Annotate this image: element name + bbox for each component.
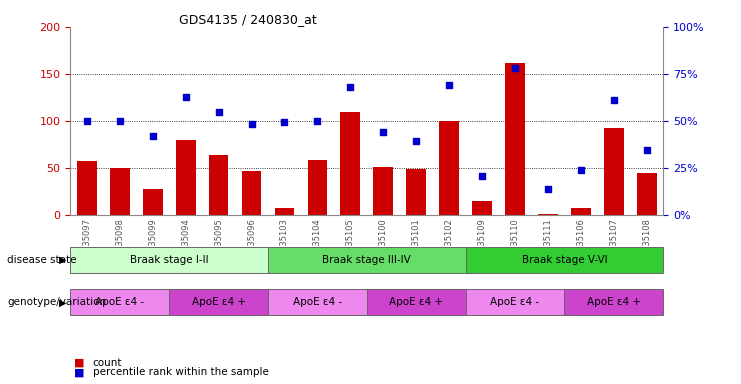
Point xyxy=(575,167,587,173)
Bar xyxy=(275,207,294,215)
Bar xyxy=(571,209,591,215)
Point xyxy=(377,129,389,135)
Title: GDS4135 / 240830_at: GDS4135 / 240830_at xyxy=(179,13,317,26)
Text: ApoE ε4 +: ApoE ε4 + xyxy=(389,297,443,308)
Bar xyxy=(340,112,360,215)
FancyBboxPatch shape xyxy=(268,247,465,273)
Point xyxy=(509,65,521,71)
Text: ▶: ▶ xyxy=(59,255,67,265)
FancyBboxPatch shape xyxy=(70,290,169,315)
FancyBboxPatch shape xyxy=(367,290,465,315)
Bar xyxy=(472,201,492,215)
Point xyxy=(476,174,488,180)
Point xyxy=(279,119,290,125)
Point xyxy=(81,118,93,124)
Text: ■: ■ xyxy=(74,358,84,368)
Text: ApoE ε4 -: ApoE ε4 - xyxy=(491,297,539,308)
FancyBboxPatch shape xyxy=(70,247,268,273)
Point xyxy=(213,109,225,115)
Point xyxy=(245,121,257,127)
Text: ▶: ▶ xyxy=(59,297,67,308)
Text: Braak stage I-II: Braak stage I-II xyxy=(130,255,208,265)
Bar xyxy=(373,167,393,215)
Text: disease state: disease state xyxy=(7,255,77,265)
Bar xyxy=(308,161,328,215)
Text: count: count xyxy=(93,358,122,368)
Bar xyxy=(209,155,228,215)
Text: Braak stage V-VI: Braak stage V-VI xyxy=(522,255,607,265)
Bar xyxy=(637,173,657,215)
Bar xyxy=(439,121,459,215)
Point xyxy=(345,84,356,90)
FancyBboxPatch shape xyxy=(169,290,268,315)
Point xyxy=(443,82,455,88)
Bar xyxy=(242,171,262,215)
Bar xyxy=(143,189,162,215)
Bar xyxy=(406,169,426,215)
Bar xyxy=(538,214,558,215)
Text: Braak stage III-IV: Braak stage III-IV xyxy=(322,255,411,265)
Point xyxy=(411,137,422,144)
Bar xyxy=(77,161,97,215)
Text: genotype/variation: genotype/variation xyxy=(7,297,107,308)
Bar xyxy=(176,140,196,215)
Text: ApoE ε4 -: ApoE ε4 - xyxy=(96,297,144,308)
FancyBboxPatch shape xyxy=(268,290,367,315)
Text: ApoE ε4 -: ApoE ε4 - xyxy=(293,297,342,308)
Text: ■: ■ xyxy=(74,367,84,377)
Text: percentile rank within the sample: percentile rank within the sample xyxy=(93,367,268,377)
Point xyxy=(608,97,619,103)
Bar xyxy=(110,168,130,215)
Point xyxy=(311,118,323,124)
Point xyxy=(147,133,159,139)
Bar xyxy=(505,63,525,215)
FancyBboxPatch shape xyxy=(465,247,663,273)
Text: ApoE ε4 +: ApoE ε4 + xyxy=(587,297,641,308)
Point xyxy=(180,94,192,101)
Bar xyxy=(604,127,624,215)
Point xyxy=(542,185,554,192)
Point xyxy=(114,118,126,124)
Text: ApoE ε4 +: ApoE ε4 + xyxy=(192,297,245,308)
FancyBboxPatch shape xyxy=(465,290,565,315)
Point xyxy=(641,147,653,153)
FancyBboxPatch shape xyxy=(565,290,663,315)
